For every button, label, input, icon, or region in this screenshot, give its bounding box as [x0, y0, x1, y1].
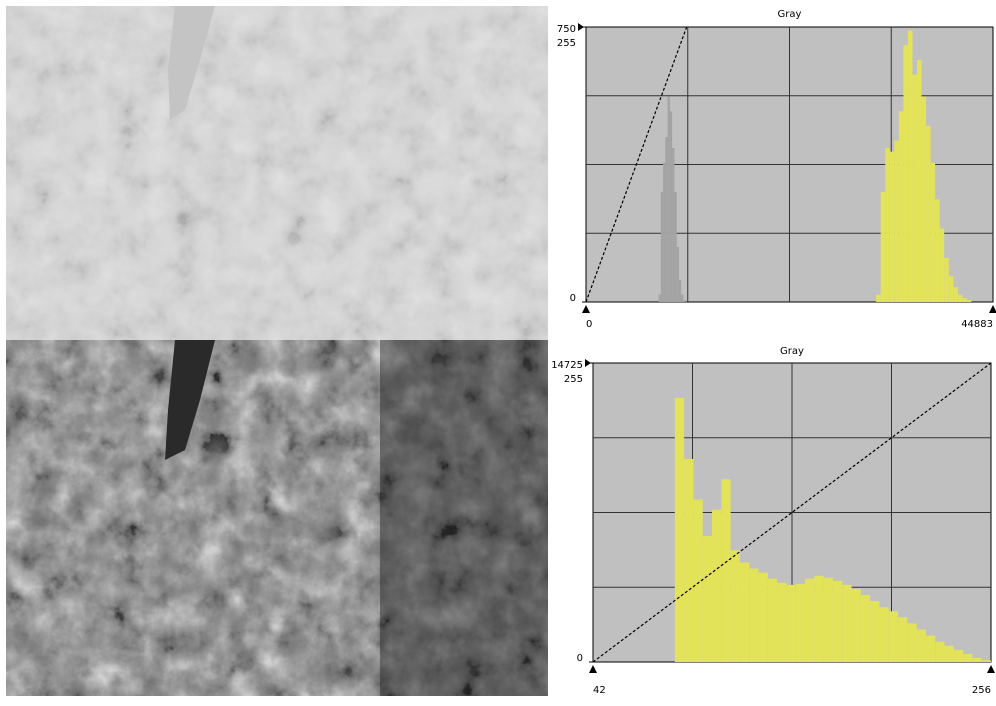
histogram-bar — [944, 258, 949, 302]
y2-tick-label: 255 — [564, 374, 583, 385]
x-tick-label: 42 — [593, 685, 606, 696]
histogram-bar — [805, 579, 814, 662]
histogram-bar — [852, 589, 861, 662]
histogram-bar — [940, 229, 945, 302]
histogram-bar — [683, 300, 685, 302]
histogram-bar — [926, 126, 931, 302]
histogram-bar — [935, 642, 944, 662]
stretched-image — [6, 340, 548, 696]
histogram-bar — [962, 298, 967, 302]
histogram-bar — [861, 595, 870, 662]
histogram-bar — [917, 60, 922, 302]
histogram-bar — [907, 623, 916, 662]
histogram-bar — [931, 163, 936, 302]
histogram-bar — [731, 550, 740, 662]
histogram-bar — [740, 563, 749, 662]
histogram-bar — [889, 611, 898, 662]
histogram-bar — [703, 536, 712, 662]
histogram-bar — [899, 111, 904, 302]
histogram-bar — [665, 137, 667, 302]
histogram-bar — [898, 617, 907, 662]
histogram-bar — [777, 583, 786, 662]
histogram-bar — [677, 247, 679, 302]
histogram-bar — [681, 295, 683, 302]
histogram-bar — [833, 581, 842, 662]
histogram-bar — [659, 295, 661, 302]
histogram-bar — [894, 141, 899, 302]
histogram-bar — [982, 660, 991, 662]
histogram-panel: Gray 0 750 255 0 44883 — [557, 9, 996, 330]
y2-tick-label: 255 — [557, 38, 576, 49]
histogram-bar — [721, 479, 730, 662]
panel-title: Gray — [780, 346, 804, 357]
histogram-bar — [885, 148, 890, 302]
histogram-bar — [963, 654, 972, 662]
histogram-bar — [870, 601, 879, 662]
histogram-bar — [768, 579, 777, 662]
histogram-bar — [876, 295, 881, 302]
histogram-bar — [712, 510, 721, 662]
histogram-bar — [912, 75, 917, 302]
histogram-bar — [759, 573, 768, 662]
original-image — [6, 6, 548, 340]
y-tick-label: 0 — [570, 293, 576, 304]
histogram-panel: Gray 0 14725 255 42 256 — [551, 346, 995, 696]
histogram-bar — [668, 97, 670, 302]
histogram-bar — [935, 199, 940, 302]
histogram-bar — [954, 650, 963, 662]
x-tick-label: 256 — [972, 685, 991, 696]
x-tick-label: 44883 — [961, 319, 993, 330]
x-tick-label: 0 — [586, 319, 592, 330]
y-tick-label: 750 — [557, 24, 576, 35]
histogram-bar — [663, 163, 665, 302]
histogram-bar — [945, 646, 954, 662]
histogram-bar — [670, 111, 672, 302]
histogram-bar — [842, 585, 851, 662]
histogram-bar — [814, 576, 823, 662]
histogram-bar — [903, 45, 908, 302]
histogram-bar — [922, 97, 927, 302]
histogram-bar — [972, 658, 981, 662]
histogram-bar — [953, 287, 958, 302]
y-tick-label: 14725 — [551, 360, 583, 371]
histogram-bar — [661, 192, 663, 302]
histogram-bar — [958, 295, 963, 302]
histogram-bar — [675, 398, 684, 662]
histogram-bar — [674, 192, 676, 302]
histogram-bar — [890, 152, 895, 302]
histogram-bar — [679, 280, 681, 302]
histogram-bar — [949, 276, 954, 302]
histogram-bar — [796, 584, 805, 662]
histogram-bar — [824, 578, 833, 662]
histogram-bar — [908, 31, 913, 302]
panel-title: Gray — [778, 9, 802, 20]
y-tick-label: 0 — [577, 653, 583, 664]
histogram-bar — [879, 607, 888, 662]
histogram-bar — [926, 636, 935, 662]
histogram-bar — [672, 148, 674, 302]
histogram-bar — [967, 300, 972, 302]
histogram-bar — [881, 192, 886, 302]
histogram-bar — [917, 630, 926, 662]
histogram-bar — [786, 585, 795, 662]
histogram-bar — [684, 459, 693, 662]
screen: Gray 0 750 255 0 44883 Gray 0 14725 255 42 256 — [0, 0, 996, 702]
histogram-bar — [749, 569, 758, 662]
